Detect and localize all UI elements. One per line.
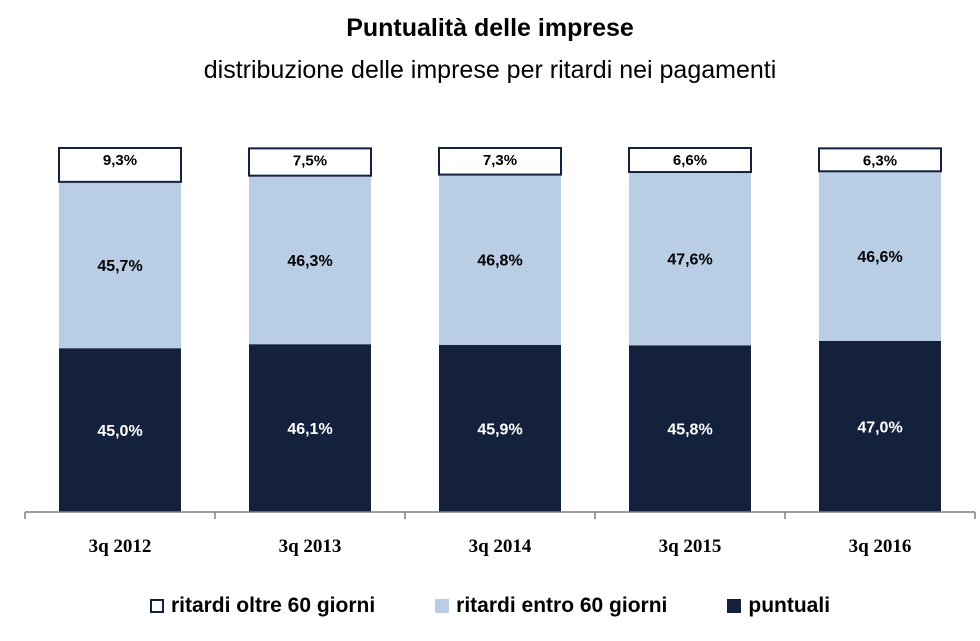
data-label: 46,8% — [477, 253, 522, 270]
bar-segment — [59, 348, 181, 512]
data-label: 47,0% — [857, 419, 902, 436]
bar-segment — [819, 340, 941, 512]
legend-swatch-oltre-60 — [149, 599, 164, 613]
data-label: 46,1% — [287, 421, 332, 438]
x-tick-label: 3q 2013 — [279, 536, 342, 557]
x-tick-label: 3q 2014 — [469, 536, 532, 557]
legend-label-oltre-60: ritardi oltre 60 giorni — [170, 594, 376, 617]
data-label: 6,3% — [863, 152, 897, 169]
data-label: 47,6% — [667, 252, 712, 269]
legend-item-entro-60: ritardi entro 60 giorni — [435, 594, 667, 618]
bar-segment — [249, 175, 371, 345]
chart-legend: ritardi oltre 60 giorni ritardi entro 60… — [0, 594, 980, 618]
bar-segment — [628, 147, 752, 174]
bar-segment — [249, 344, 371, 512]
x-tick-label: 3q 2012 — [89, 536, 152, 557]
bar-segment — [629, 345, 751, 512]
bar-segment — [439, 344, 561, 512]
bar-segment — [248, 147, 372, 177]
chart-title: Puntualità delle imprese — [346, 14, 634, 42]
x-tick-label: 3q 2015 — [659, 536, 722, 557]
data-label: 9,3% — [103, 152, 137, 169]
legend-label-entro-60: ritardi entro 60 giorni — [456, 594, 668, 617]
legend-item-puntuali: puntuali — [727, 594, 830, 618]
legend-swatch-entro-60 — [435, 599, 450, 613]
bar-segment — [629, 172, 751, 346]
data-label: 7,5% — [293, 152, 327, 169]
data-label: 45,7% — [97, 258, 142, 275]
data-label: 45,9% — [477, 421, 522, 438]
x-tick-label: 3q 2016 — [849, 536, 912, 557]
data-label: 45,0% — [97, 423, 142, 440]
data-label: 6,6% — [673, 152, 707, 169]
bar-segment — [439, 174, 561, 345]
bar-segment — [819, 171, 941, 341]
legend-label-puntuali: puntuali — [748, 594, 831, 617]
data-label: 7,3% — [483, 152, 517, 169]
data-label: 46,3% — [287, 253, 332, 270]
legend-swatch-puntuali — [727, 599, 742, 613]
data-label: 45,8% — [667, 422, 712, 439]
bar-segment — [58, 147, 182, 183]
data-label: 46,6% — [857, 249, 902, 266]
legend-item-oltre-60: ritardi oltre 60 giorni — [149, 594, 376, 618]
chart-subtitle: distribuzione delle imprese per ritardi … — [203, 56, 777, 84]
bar-segment — [59, 181, 181, 349]
bar-segment — [438, 147, 562, 176]
bar-segment — [818, 147, 942, 173]
